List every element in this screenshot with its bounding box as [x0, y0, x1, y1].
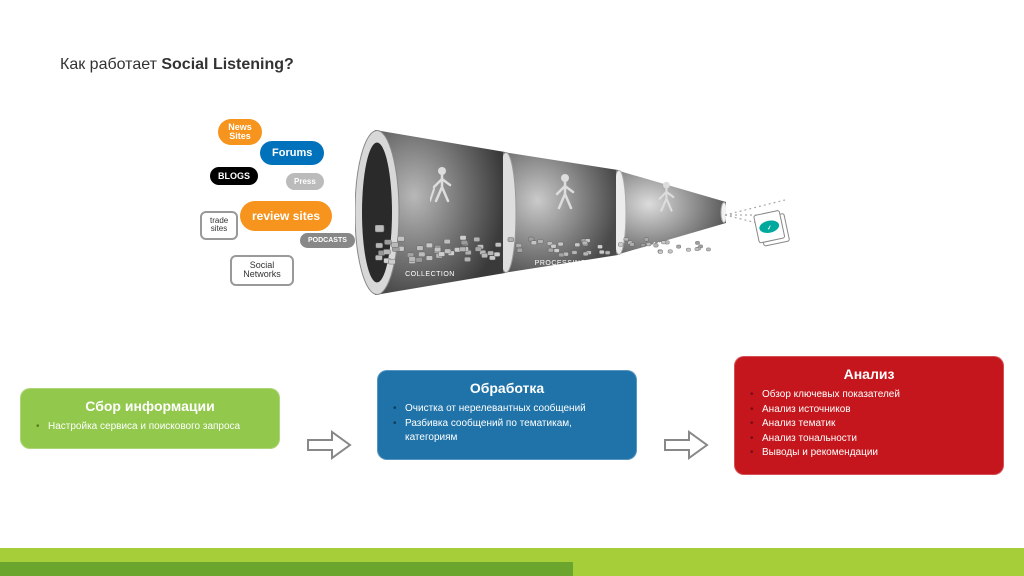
worker-icon [430, 165, 460, 205]
card-list: Обзор ключевых показателейАнализ источни… [748, 388, 990, 461]
page-title: Как работает Social Listening? [60, 56, 294, 74]
card-bullet: Очистка от нерелевантных сообщений [391, 402, 623, 417]
funnel-seg-collection: COLLECTION [355, 130, 505, 295]
funnel-body: COLLECTION PROCESSING [355, 130, 755, 295]
card-bullet: Выводы и рекомендации [748, 446, 990, 461]
arrow-icon [663, 430, 709, 460]
card-bullet: Анализ тональности [748, 432, 990, 447]
card-bullet: Разбивка сообщений по тематикам, категор… [391, 417, 623, 446]
bubble-news: News Sites [218, 119, 262, 145]
arrow-icon [306, 430, 352, 460]
card-bullet: Настройка сервиса и поискового запроса [34, 420, 266, 435]
card-bullet: Анализ тематик [748, 417, 990, 432]
title-bold: Social Listening? [161, 56, 293, 73]
bubble-review: review sites [240, 201, 332, 231]
bubble-podcasts: PODCASTS [300, 233, 355, 248]
funnel-diagram: News SitesForumsBLOGS Press trade sitesrev… [200, 115, 820, 325]
card-collection: Сбор информации Настройка сервиса и поис… [20, 388, 280, 449]
bubble-social: Social Networks [230, 255, 294, 286]
card-bullet: Обзор ключевых показателей [748, 388, 990, 403]
card-processing: Обработка Очистка от нерелевантных сообщ… [377, 370, 637, 460]
funnel-seg-processing: PROCESSING [503, 130, 618, 295]
output-document-icon: ✓ [751, 210, 795, 250]
footer-bar [0, 548, 1024, 576]
bubble-forums: Forums [260, 141, 324, 165]
process-cards: Сбор информации Настройка сервиса и поис… [20, 370, 1004, 520]
card-title: Обработка [391, 380, 623, 396]
card-analysis: Анализ Обзор ключевых показателейАнализ … [734, 356, 1004, 475]
bubble-blogs: BLOGS [210, 167, 258, 185]
bubble-trade: trade sites [200, 211, 238, 240]
seg-label: COLLECTION [355, 271, 505, 278]
bubble-press: Press [286, 173, 324, 190]
card-title: Анализ [748, 366, 990, 382]
data-scatter [375, 225, 735, 270]
card-title: Сбор информации [34, 398, 266, 414]
worker-icon [656, 180, 682, 214]
card-bullet: Анализ источников [748, 403, 990, 418]
worker-icon [553, 172, 583, 212]
card-list: Настройка сервиса и поискового запроса [34, 420, 266, 435]
source-bubbles: News SitesForumsBLOGS Press trade sitesrev… [200, 115, 380, 315]
card-list: Очистка от нерелевантных сообщенийРазбив… [391, 402, 623, 446]
title-prefix: Как работает [60, 56, 161, 73]
funnel-seg-analysis: ANALYSIS [616, 130, 726, 295]
